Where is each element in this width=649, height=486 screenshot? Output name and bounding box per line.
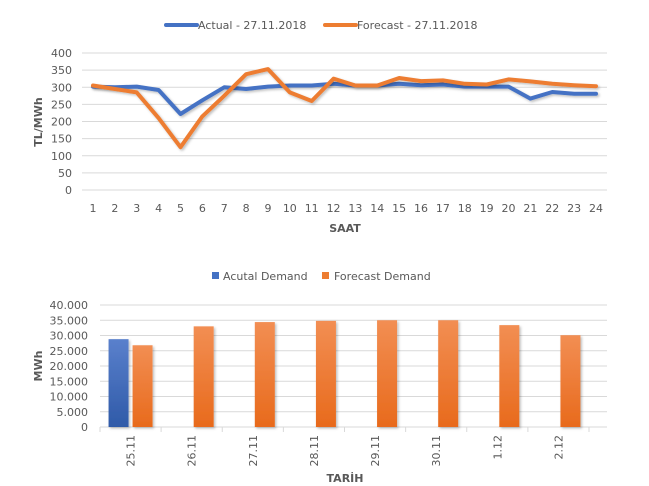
x-tick-label: 23 <box>567 202 581 215</box>
y-tick-label: 40.000 <box>50 299 89 312</box>
y-tick-label: 0 <box>65 184 72 197</box>
bar-chart-y-axis-title: MWh <box>32 351 45 382</box>
bar-forecast-demand <box>560 335 581 427</box>
x-tick-label: 22 <box>545 202 559 215</box>
line-chart-y-axis-title: TL/MWh <box>32 97 45 146</box>
x-tick-label: 1.12 <box>491 435 504 460</box>
y-tick-label: 35.000 <box>50 314 89 327</box>
legend-forecast-demand-label: Forecast Demand <box>334 270 431 283</box>
y-tick-label: 350 <box>51 64 72 77</box>
y-tick-label: 0 <box>81 421 88 434</box>
x-tick-label: 24 <box>589 202 603 215</box>
x-tick-label: 25.11 <box>125 435 138 467</box>
x-tick-label: 4 <box>155 202 162 215</box>
y-tick-label: 100 <box>51 150 72 163</box>
bar-forecast-demand <box>193 326 214 427</box>
x-tick-label: 18 <box>458 202 472 215</box>
x-tick-label: 27.11 <box>247 435 260 467</box>
line-chart: Actual - 27.11.2018 Forecast - 27.11.201… <box>32 19 607 235</box>
line-chart-legend: Actual - 27.11.2018 Forecast - 27.11.201… <box>164 19 478 32</box>
bar-actual-demand <box>108 339 129 427</box>
x-tick-label: 2 <box>111 202 118 215</box>
y-tick-label: 250 <box>51 98 72 111</box>
bar-chart-x-axis-title: TARİH <box>327 471 364 485</box>
y-tick-label: 400 <box>51 47 72 60</box>
bar-chart-bars <box>108 320 581 427</box>
y-tick-label: 15.000 <box>50 375 89 388</box>
x-tick-label: 14 <box>370 202 384 215</box>
x-tick-label: 10 <box>283 202 297 215</box>
legend-actual-label: Actual - 27.11.2018 <box>198 19 306 32</box>
x-tick-label: 19 <box>480 202 494 215</box>
y-tick-label: 20.000 <box>50 360 89 373</box>
x-tick-label: 1 <box>90 202 97 215</box>
bar-chart-y-ticks: 0 5.000 10.000 15.000 20.000 25.000 30.000 35.0… <box>50 299 89 434</box>
x-tick-label: 3 <box>133 202 140 215</box>
line-chart-series <box>91 67 598 150</box>
x-tick-label: 26.11 <box>186 435 199 467</box>
x-tick-label: 20 <box>502 202 516 215</box>
bar-forecast-demand <box>438 320 459 427</box>
series-forecast-line <box>91 67 598 150</box>
legend-actual-demand-label: Acutal Demand <box>223 270 308 283</box>
y-tick-label: 300 <box>51 81 72 94</box>
x-tick-label: 6 <box>199 202 206 215</box>
x-tick-label: 21 <box>523 202 537 215</box>
line-chart-x-ticks: 1 2 3 4 5 6 7 8 9 10 11 12 13 14 15 16 17 18 19 20 21 22 23 24 <box>90 202 604 215</box>
y-tick-label: 5.000 <box>57 406 89 419</box>
line-chart-gridlines <box>82 52 607 191</box>
line-chart-y-ticks: 0 50 100 150 200 250 300 350 400 <box>51 47 72 197</box>
x-tick-label: 30.11 <box>430 435 443 467</box>
y-tick-label: 150 <box>51 133 72 146</box>
bar-chart-legend: Acutal Demand Forecast Demand <box>212 270 431 283</box>
bar-chart-gridlines <box>99 304 607 432</box>
x-tick-label: 7 <box>221 202 228 215</box>
x-tick-label: 9 <box>264 202 271 215</box>
x-tick-label: 17 <box>436 202 450 215</box>
bar-chart: Acutal Demand Forecast Demand 0 5.000 10.0… <box>32 270 607 485</box>
x-tick-label: 11 <box>305 202 319 215</box>
bar-forecast-demand <box>254 322 275 427</box>
bar-forecast-demand <box>315 320 336 427</box>
bar-forecast-demand <box>377 320 398 427</box>
x-tick-label: 15 <box>392 202 406 215</box>
series-actual-line <box>91 81 598 116</box>
x-tick-label: 29.11 <box>369 435 382 467</box>
y-tick-label: 25.000 <box>50 345 89 358</box>
x-tick-label: 5 <box>177 202 184 215</box>
legend-forecast-label: Forecast - 27.11.2018 <box>357 19 478 32</box>
x-tick-label: 2.12 <box>552 435 565 460</box>
y-tick-label: 30.000 <box>50 330 89 343</box>
bar-chart-x-ticks: 25.11 26.11 27.11 28.11 29.11 30.11 1.12 2.12 <box>125 435 566 467</box>
bar-forecast-demand <box>499 325 520 427</box>
legend-actual-demand-swatch <box>212 272 219 279</box>
y-tick-label: 50 <box>58 167 72 180</box>
legend-forecast-demand-swatch <box>322 272 329 279</box>
bar-forecast-demand <box>132 345 153 427</box>
x-tick-label: 28.11 <box>308 435 321 467</box>
x-tick-label: 16 <box>414 202 428 215</box>
line-chart-x-axis-title: SAAT <box>329 222 361 235</box>
y-tick-label: 10.000 <box>50 391 89 404</box>
x-tick-label: 8 <box>243 202 250 215</box>
y-tick-label: 200 <box>51 116 72 129</box>
x-tick-label: 13 <box>348 202 362 215</box>
x-tick-label: 12 <box>327 202 341 215</box>
